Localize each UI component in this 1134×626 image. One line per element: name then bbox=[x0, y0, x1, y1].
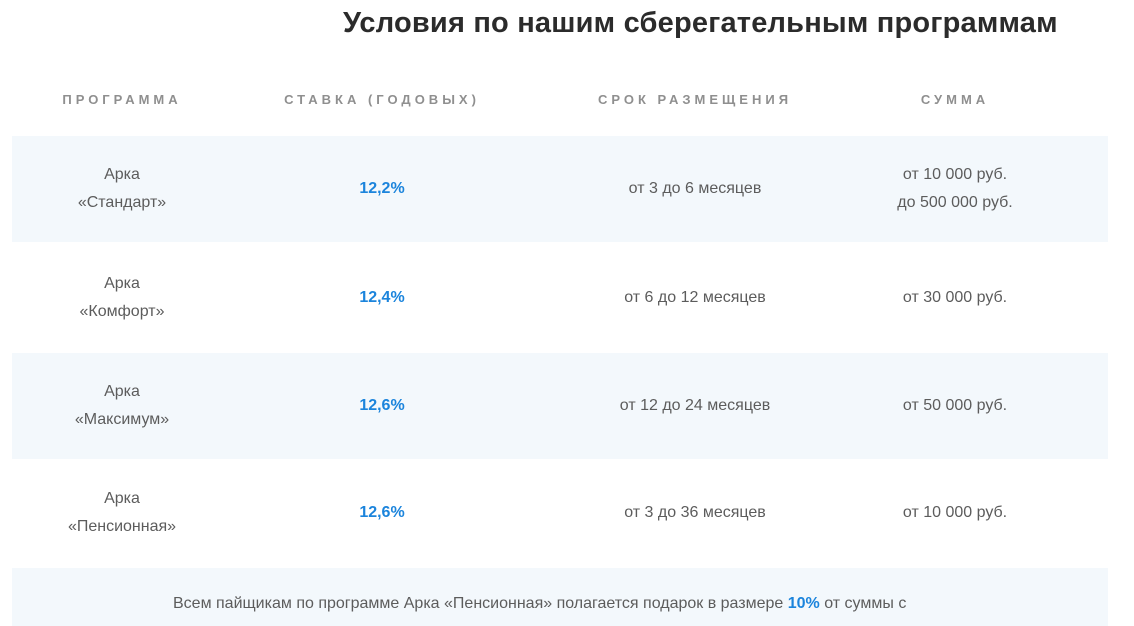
table-row: Арка «Комфорт» 12,4% от 6 до 12 месяцев … bbox=[12, 245, 1108, 351]
rate-cell: 12,6% bbox=[359, 504, 405, 521]
rate-cell: 12,2% bbox=[359, 180, 405, 197]
column-header-term: СРОК РАЗМЕЩЕНИЯ bbox=[597, 92, 793, 107]
column-header-program: ПРОГРАММА bbox=[62, 92, 182, 107]
program-name: «Комфорт» bbox=[79, 303, 165, 320]
column-header-amount: СУММА bbox=[920, 92, 990, 107]
rate-cell: 12,4% bbox=[359, 289, 405, 306]
bonus-note-text: Всем пайщикам по программе Арка «Пенсион… bbox=[173, 592, 906, 616]
table-row: Арка «Стандарт» 12,2% от 3 до 6 месяцев … bbox=[12, 136, 1108, 242]
rate-cell: 12,6% bbox=[359, 397, 405, 414]
bonus-percent: 10% bbox=[787, 595, 820, 612]
amount-cell: от 10 000 руб. до 500 000 руб. bbox=[897, 161, 1012, 217]
program-cell: Арка «Стандарт» bbox=[78, 161, 166, 217]
bonus-note-after: от суммы с bbox=[819, 595, 907, 612]
table-row: Арка «Максимум» 12,6% от 12 до 24 месяце… bbox=[12, 353, 1108, 459]
program-name-prefix: Арка bbox=[104, 166, 140, 183]
program-cell: Арка «Максимум» bbox=[75, 378, 169, 434]
term-cell: от 3 до 6 месяцев bbox=[628, 180, 762, 197]
amount-max: до 500 000 руб. bbox=[897, 194, 1013, 211]
program-name: «Пенсионная» bbox=[67, 518, 177, 535]
table-header-row: ПРОГРАММА СТАВКА (ГОДОВЫХ) СРОК РАЗМЕЩЕН… bbox=[12, 88, 1108, 112]
term-cell: от 6 до 12 месяцев bbox=[624, 289, 766, 306]
bonus-note: Всем пайщикам по программе Арка «Пенсион… bbox=[12, 568, 1108, 626]
table-row: Арка «Пенсионная» 12,6% от 3 до 36 месяц… bbox=[12, 460, 1108, 566]
page-title: Условия по нашим сберегательным программ… bbox=[343, 7, 1058, 39]
program-name-prefix: Арка bbox=[104, 275, 140, 292]
column-header-rate: СТАВКА (ГОДОВЫХ) bbox=[284, 92, 480, 107]
program-name: «Стандарт» bbox=[77, 194, 167, 211]
amount-cell: от 10 000 руб. bbox=[902, 504, 1008, 521]
amount-min: от 10 000 руб. bbox=[902, 166, 1008, 183]
bonus-note-before: Всем пайщикам по программе Арка «Пенсион… bbox=[173, 595, 788, 612]
amount-cell: от 30 000 руб. bbox=[902, 289, 1008, 306]
program-cell: Арка «Комфорт» bbox=[80, 270, 165, 326]
program-name: «Максимум» bbox=[74, 411, 170, 428]
program-name-prefix: Арка bbox=[104, 490, 140, 507]
program-name-prefix: Арка bbox=[104, 383, 140, 400]
program-cell: Арка «Пенсионная» bbox=[68, 485, 176, 541]
amount-cell: от 50 000 руб. bbox=[902, 397, 1008, 414]
term-cell: от 3 до 36 месяцев bbox=[624, 504, 766, 521]
term-cell: от 12 до 24 месяцев bbox=[619, 397, 771, 414]
